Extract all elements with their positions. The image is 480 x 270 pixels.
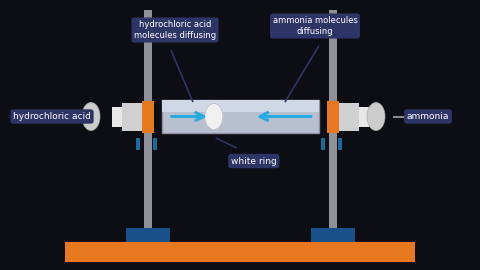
Text: ammonia: ammonia xyxy=(407,112,449,121)
Bar xyxy=(136,138,140,150)
Bar xyxy=(153,138,157,150)
Text: ammonia molecules
diffusing: ammonia molecules diffusing xyxy=(273,16,358,36)
Bar xyxy=(339,103,359,130)
Bar xyxy=(162,100,319,112)
Bar xyxy=(359,106,369,127)
Text: hydrochloric acid: hydrochloric acid xyxy=(13,112,91,121)
Bar xyxy=(144,10,152,230)
Text: hydrochloric acid
molecules diffusing: hydrochloric acid molecules diffusing xyxy=(134,20,216,40)
Bar xyxy=(321,138,325,150)
Bar xyxy=(122,103,142,130)
Bar xyxy=(112,106,122,127)
Bar xyxy=(126,228,170,242)
Ellipse shape xyxy=(205,103,223,130)
Bar xyxy=(327,100,339,133)
Bar xyxy=(329,10,337,230)
Bar xyxy=(142,100,154,133)
Bar xyxy=(338,138,342,150)
Ellipse shape xyxy=(367,103,385,130)
Bar xyxy=(65,242,415,262)
Bar xyxy=(311,228,355,242)
Ellipse shape xyxy=(82,103,100,130)
Bar xyxy=(162,100,319,133)
Text: white ring: white ring xyxy=(231,157,276,166)
